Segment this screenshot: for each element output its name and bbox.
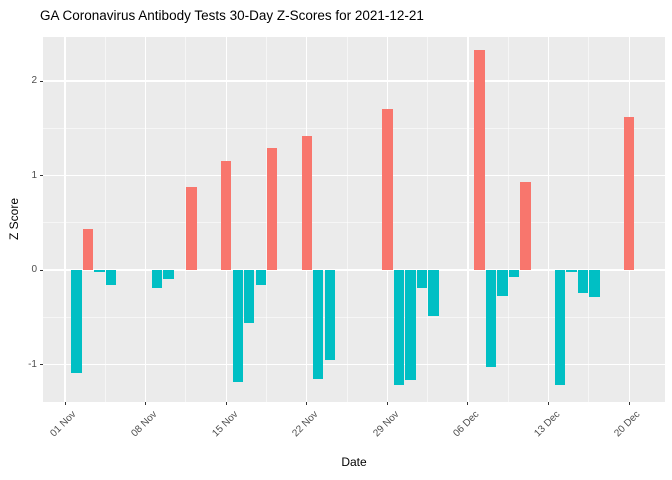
bar [382,109,393,270]
bar [94,270,105,272]
bar [474,49,485,270]
x-tick-label-text: 20 Dec [612,409,643,440]
bar [577,270,589,293]
x-axis-title: Date [341,455,367,469]
major-gridline-horizontal [43,80,665,82]
x-tick-label-text: 29 Nov [370,409,402,440]
bar [497,270,508,297]
minor-gridline-vertical [507,37,509,402]
bar [554,270,566,386]
y-tick-mark [40,175,43,176]
minor-gridline-horizontal [43,316,665,318]
y-tick-label: 1 [31,169,37,181]
major-gridline-vertical [144,37,147,402]
minor-gridline-horizontal [43,127,665,129]
x-tick-label-text: 15 Nov [209,409,240,440]
bar [301,135,312,270]
bar [244,270,255,323]
minor-gridline-vertical [346,37,348,402]
bar [589,270,600,298]
y-axis-title: Z Score [7,197,21,241]
x-tick-mark [225,402,227,405]
bar [520,182,531,270]
bar [324,270,335,360]
bar [623,116,635,270]
x-tick-label-text: 13 Dec [532,409,563,440]
chart-title: GA Coronavirus Antibody Tests 30-Day Z-S… [40,8,424,23]
bar [82,229,94,270]
bar [416,270,428,288]
minor-gridline-vertical [427,37,429,402]
y-tick-mark [40,80,43,82]
x-tick-mark [145,402,147,405]
major-gridline-vertical [467,37,469,402]
bar [428,270,439,317]
bar [163,270,174,279]
minor-gridline-vertical [104,37,106,402]
major-gridline-horizontal [43,363,665,366]
y-tick-label: 0 [31,264,37,275]
x-tick-label-text: 01 Nov [48,409,79,440]
x-tick-mark [548,402,550,405]
bar [220,161,232,270]
bar [393,270,405,386]
bar [151,270,163,288]
bar [71,270,82,373]
y-tick-label: -1 [28,358,37,370]
bar [232,270,243,383]
bar [186,186,197,270]
x-tick-label-text: 08 Nov [129,409,160,440]
plot-panel [43,37,665,402]
y-tick-mark [40,364,43,365]
major-gridline-vertical [64,37,66,402]
major-gridline-horizontal [43,269,665,271]
bar [255,270,266,286]
major-gridline-vertical [547,37,550,402]
bar [508,270,520,277]
bar [105,270,117,286]
y-tick-label: 2 [31,75,37,86]
major-gridline-horizontal [43,174,665,177]
bar [313,270,324,379]
bar [566,270,577,272]
x-tick-mark [64,402,66,405]
y-tick-mark [40,269,43,271]
minor-gridline-vertical [265,37,267,402]
x-tick-mark [628,402,630,405]
minor-gridline-vertical [588,37,590,402]
bar [485,270,497,368]
x-tick-mark [386,402,388,405]
x-tick-mark [467,402,469,405]
bar [267,148,278,270]
minor-gridline-vertical [185,37,187,402]
x-tick-mark [306,402,308,405]
minor-gridline-horizontal [43,222,665,224]
x-tick-label-text: 06 Dec [451,409,482,440]
bar [405,270,416,380]
x-tick-label-text: 22 Nov [290,409,321,440]
